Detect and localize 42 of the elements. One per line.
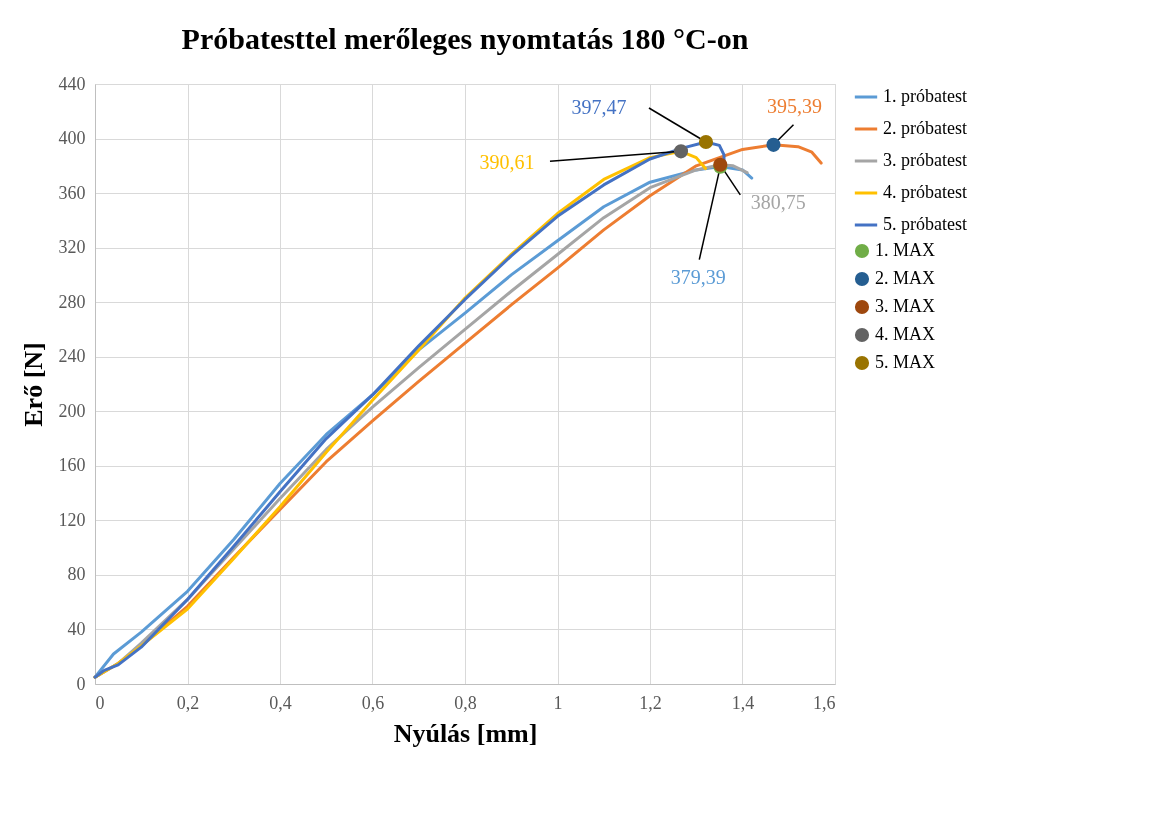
y-tick-label: 240: [58, 346, 86, 367]
legend-label: 4. próbatest: [883, 182, 967, 202]
point: [698, 134, 714, 150]
y-tick-label: 160: [58, 455, 86, 476]
legend-label: 4. MAX: [875, 324, 936, 344]
legend-label: 3. MAX: [875, 296, 936, 316]
x-tick-label: 0,8: [454, 692, 477, 713]
legend-label: 2. MAX: [875, 268, 936, 288]
x-tick-label: 1,2: [639, 692, 662, 713]
x-tick-label: 0,4: [269, 692, 292, 713]
data-label: 395,39: [766, 94, 822, 117]
y-tick-label: 280: [58, 291, 86, 312]
x-tick-label: 1,6: [813, 692, 836, 713]
x-tick-label: 1: [553, 692, 563, 713]
legend-label: 3. próbatest: [883, 150, 967, 170]
x-tick-label: 0,6: [361, 692, 385, 713]
data-label: 379,39: [670, 265, 726, 288]
legend-label: 5. próbatest: [883, 214, 967, 234]
data-label: 380,75: [750, 190, 806, 213]
legend-label: 5. MAX: [875, 352, 936, 372]
y-tick-label: 80: [67, 564, 86, 585]
legend-label: 1. MAX: [875, 240, 936, 260]
y-tick-label: 200: [58, 400, 86, 421]
x-tick-label: 0: [95, 692, 105, 713]
x-tick-label: 1,4: [731, 692, 755, 713]
chart-title: Próbatesttel merőleges nyomtatás 180 °C-on: [181, 22, 749, 55]
y-tick-label: 360: [58, 182, 86, 203]
legend-label: 2. próbatest: [883, 118, 967, 138]
point: [673, 144, 689, 159]
legend-label: 1. próbatest: [883, 86, 967, 106]
point: [766, 137, 781, 152]
y-axis-title: Erő [N]: [18, 342, 48, 427]
y-tick-label: 40: [67, 618, 86, 639]
data-label: 397,47: [571, 96, 627, 118]
y-tick-label: 320: [58, 237, 86, 258]
y-tick-label: 440: [58, 73, 86, 94]
y-tick-label: 120: [58, 509, 86, 530]
y-tick-label: 400: [58, 128, 86, 149]
y-tick-label: 0: [76, 673, 86, 694]
data-label: 390,61: [479, 151, 535, 174]
x-axis-title: Nyúlás [mm]: [393, 718, 538, 748]
x-tick-label: 0,2: [176, 692, 200, 713]
